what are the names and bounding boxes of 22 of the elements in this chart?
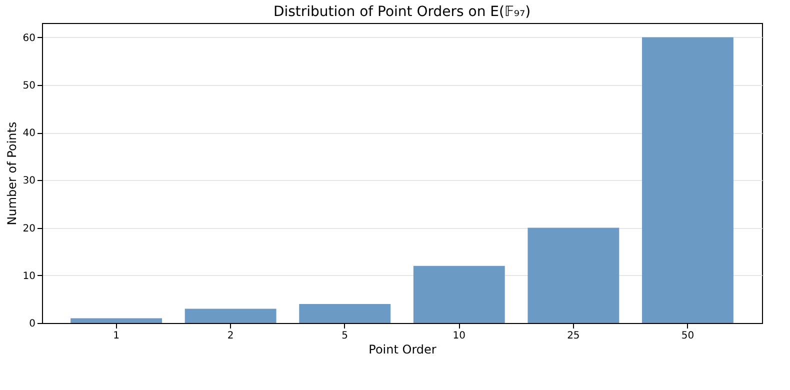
y-tick-label: 20 [22, 223, 36, 234]
bar [642, 37, 734, 323]
bar [299, 304, 391, 323]
y-tick-label: 10 [22, 270, 36, 282]
y-tick-label: 60 [22, 32, 36, 44]
x-tick-label: 5 [342, 330, 348, 342]
y-axis-title: Number of Points [4, 122, 19, 226]
x-tick-label: 50 [681, 330, 694, 342]
y-tick-label: 40 [22, 128, 36, 140]
x-tick-label: 25 [567, 330, 580, 342]
y-tick-label: 50 [22, 80, 36, 92]
x-tick-label: 2 [227, 330, 234, 342]
bar [528, 228, 620, 323]
y-tick-label: 0 [29, 318, 36, 330]
x-axis-title: Point Order [368, 342, 436, 356]
bar [413, 266, 505, 323]
chart-title: Distribution of Point Orders on E(𝔽₉₇) [273, 4, 531, 20]
bar [184, 308, 276, 323]
x-tick-label: 1 [113, 330, 120, 342]
y-tick-label: 30 [22, 176, 36, 187]
bar [70, 318, 162, 323]
x-tick-label: 10 [452, 330, 466, 342]
